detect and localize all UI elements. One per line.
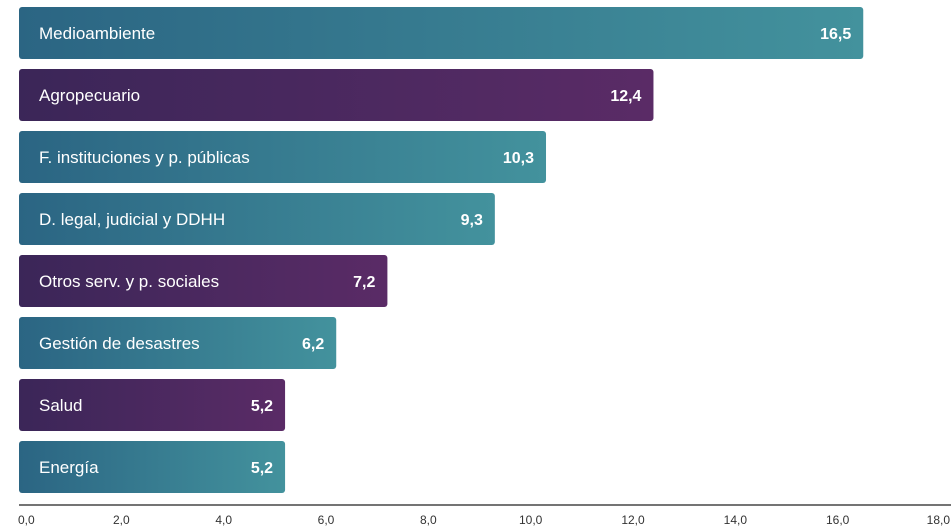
bar-category-label: F. instituciones y p. públicas <box>39 148 250 167</box>
x-axis-ticks: 0,0 2,0 4,0 6,0 8,0 10,0 12,0 14,0 16,0 18,0 <box>18 513 950 527</box>
bar-category-label: Otros serv. y p. sociales <box>39 272 219 291</box>
bar-category-label: Medioambiente <box>39 24 155 43</box>
bar-category-label: Gestión de desastres <box>39 334 200 353</box>
bar <box>19 193 495 245</box>
x-tick-label: 0,0 <box>18 513 35 527</box>
x-tick-label: 16,0 <box>826 513 850 527</box>
x-tick-label: 8,0 <box>420 513 437 527</box>
bar <box>19 131 547 183</box>
bar-value-label: 7,2 <box>353 274 375 291</box>
bars-group: Medioambiente 16,5 Agropecuario 12,4 F. inst… <box>19 7 864 493</box>
x-tick-label: 14,0 <box>724 513 748 527</box>
bar-value-label: 5,2 <box>251 398 273 415</box>
x-tick-label: 4,0 <box>215 513 232 527</box>
bar-value-label: 9,3 <box>461 212 483 229</box>
bar-category-label: Energía <box>39 458 99 477</box>
bar-value-label: 12,4 <box>610 88 641 105</box>
bar <box>19 317 337 369</box>
bar-category-label: Salud <box>39 396 82 415</box>
bar-value-label: 16,5 <box>820 26 851 43</box>
x-tick-label: 18,0 <box>927 513 951 527</box>
bar-value-label: 5,2 <box>251 460 273 477</box>
bar-value-label: 10,3 <box>503 150 534 167</box>
bar <box>19 379 286 431</box>
bar-category-label: D. legal, judicial y DDHH <box>39 210 225 229</box>
x-tick-label: 12,0 <box>621 513 645 527</box>
bar <box>19 255 388 307</box>
bar <box>19 69 654 121</box>
x-tick-label: 6,0 <box>318 513 335 527</box>
x-tick-label: 2,0 <box>113 513 130 527</box>
x-tick-label: 10,0 <box>519 513 543 527</box>
bar-category-label: Agropecuario <box>39 86 140 105</box>
bar <box>19 441 286 493</box>
bar-value-label: 6,2 <box>302 336 324 353</box>
bar <box>19 7 864 59</box>
